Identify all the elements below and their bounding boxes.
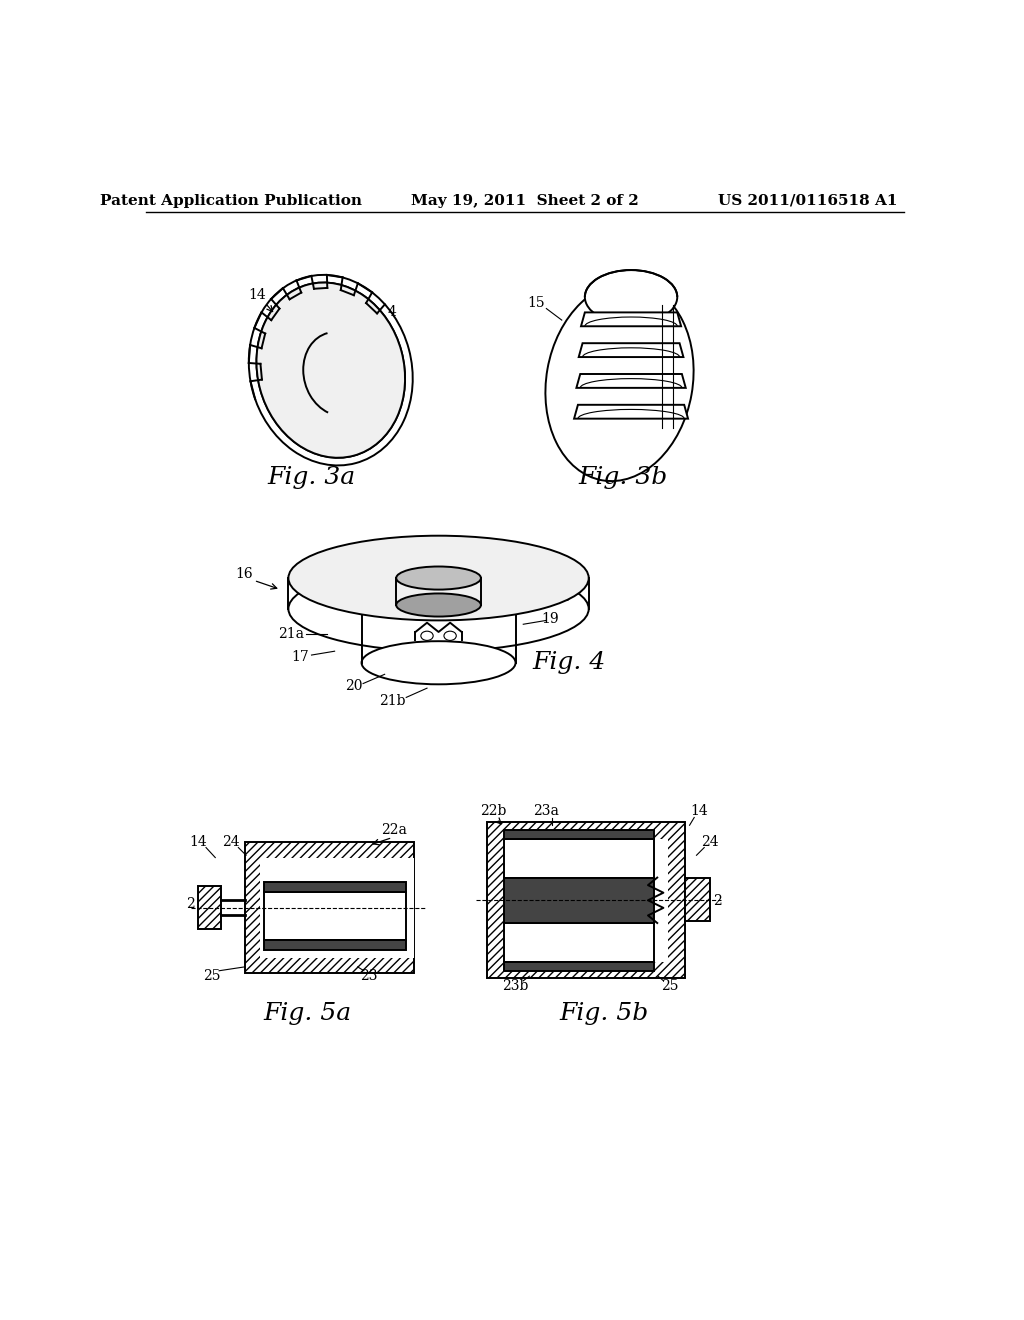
Ellipse shape (289, 536, 589, 620)
Text: 18: 18 (553, 590, 570, 605)
Bar (264, 892, 407, 940)
Ellipse shape (256, 282, 406, 458)
Bar (504, 878, 654, 923)
Text: 15: 15 (527, 296, 545, 310)
Text: PZT: PZT (565, 851, 593, 866)
Text: 14: 14 (189, 836, 207, 849)
Text: US 2011/0116518 A1: US 2011/0116518 A1 (719, 194, 898, 207)
Text: Fig. 3b: Fig. 3b (579, 466, 668, 490)
Text: 2: 2 (186, 896, 195, 911)
Text: 25: 25 (660, 979, 678, 993)
Text: 21a: 21a (278, 627, 304, 642)
Ellipse shape (256, 282, 406, 458)
Text: May 19, 2011  Sheet 2 of 2: May 19, 2011 Sheet 2 of 2 (411, 194, 639, 207)
Bar (504, 840, 654, 878)
Ellipse shape (289, 566, 589, 651)
Bar (245, 842, 414, 973)
Text: 17: 17 (291, 651, 309, 664)
Polygon shape (581, 313, 681, 326)
Polygon shape (579, 343, 683, 358)
Text: 3: 3 (557, 564, 566, 577)
Text: PZT: PZT (321, 909, 349, 923)
Text: 4: 4 (388, 305, 396, 319)
Text: 14: 14 (690, 804, 708, 818)
Ellipse shape (421, 631, 433, 640)
Bar (685, 878, 710, 921)
Bar (504, 830, 654, 840)
Text: Fig. 3a: Fig. 3a (267, 466, 355, 490)
Text: Fig. 5a: Fig. 5a (263, 1002, 351, 1024)
Ellipse shape (249, 275, 413, 466)
Ellipse shape (585, 271, 677, 323)
Text: Fig. 4: Fig. 4 (532, 651, 606, 675)
Bar (264, 882, 407, 892)
Polygon shape (577, 374, 686, 388)
Polygon shape (574, 405, 688, 418)
Text: 19: 19 (542, 612, 559, 626)
Text: 22a: 22a (381, 822, 407, 837)
Ellipse shape (444, 631, 457, 640)
Text: 23a: 23a (534, 804, 559, 818)
Text: 23b: 23b (503, 979, 528, 993)
Text: 23: 23 (360, 969, 378, 983)
Bar (199, 886, 221, 929)
Bar (504, 923, 654, 961)
Text: 20: 20 (345, 678, 362, 693)
Text: 2: 2 (713, 895, 722, 908)
Bar (260, 858, 414, 958)
Bar (504, 840, 668, 961)
Text: 14: 14 (249, 289, 266, 302)
Text: 25: 25 (203, 969, 220, 983)
Text: Fig. 5b: Fig. 5b (559, 1002, 649, 1024)
Ellipse shape (396, 594, 481, 616)
Text: 16: 16 (236, 568, 253, 581)
Text: 24: 24 (222, 836, 240, 849)
Text: Patent Application Publication: Patent Application Publication (99, 194, 361, 207)
Text: 21b: 21b (379, 694, 406, 709)
Bar (504, 961, 654, 970)
Ellipse shape (396, 566, 481, 590)
Ellipse shape (546, 282, 693, 480)
Text: PZT: PZT (565, 936, 593, 949)
Ellipse shape (361, 642, 515, 684)
Bar (487, 822, 685, 978)
Text: 24: 24 (700, 836, 719, 849)
Bar (264, 940, 407, 950)
Text: 22b: 22b (480, 804, 507, 818)
